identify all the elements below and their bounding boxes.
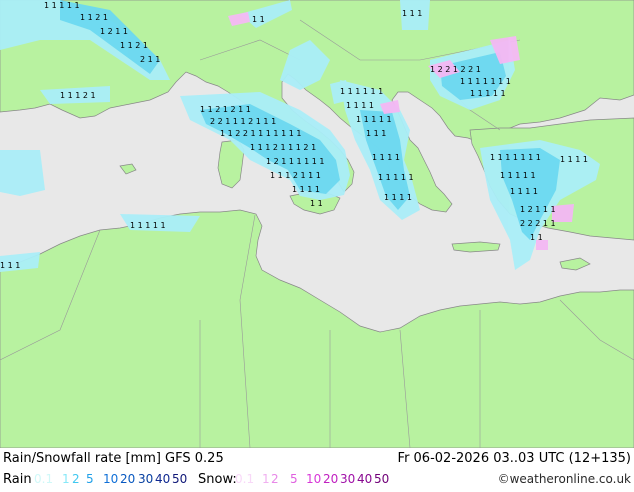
rain-legend-value: 30	[138, 472, 154, 486]
map-title: Rain/Snowfall rate [mm] GFS 0.25	[3, 451, 224, 466]
svg-text:1 1 1 1: 1 1 1 1	[510, 187, 538, 196]
svg-text:1 2 2 1 2 2 1: 1 2 2 1 2 2 1	[430, 65, 481, 74]
svg-text:1 1: 1 1	[530, 233, 543, 242]
svg-text:1 1 1 1: 1 1 1 1	[560, 155, 588, 164]
snow-legend-value: 20	[323, 472, 339, 486]
snow-legend-value: 0.1	[235, 472, 255, 486]
snow-legend-value: 5	[290, 472, 298, 486]
svg-text:1 2 1 1 1 1 1 1: 1 2 1 1 1 1 1 1	[266, 157, 325, 166]
snow-legend-value: 1	[262, 472, 270, 486]
rain-legend-value: 0.1	[34, 472, 54, 486]
svg-text:1 2 1 1: 1 2 1 1	[100, 27, 128, 36]
legend: Rain 0.1 1 2 5 10 20 30 40 50 Snow: 0.1 1 2 5 10 20 30…	[0, 472, 634, 492]
svg-text:1 1 1 2 1: 1 1 1 2 1	[60, 91, 96, 100]
svg-text:1 1 1 2 1 1 1: 1 1 1 2 1 1 1	[270, 171, 321, 180]
svg-text:1 1 1 1: 1 1 1 1	[384, 193, 412, 202]
svg-text:1 1 1 1: 1 1 1 1	[292, 185, 320, 194]
precipitation-map: 1 1 1 1 1 1 1 2 1 1 2 1 1 1 1 2 1 2 1 1 …	[0, 0, 634, 448]
rain-legend-value: 50	[172, 472, 188, 486]
svg-text:1 1 2 1: 1 1 2 1	[80, 13, 108, 22]
svg-text:1 1 1 1 1: 1 1 1 1 1	[130, 221, 166, 230]
svg-text:1 1 1 1 1: 1 1 1 1 1	[356, 115, 392, 124]
svg-text:1 1 2 2 1 1 1 1 1 1 1: 1 1 2 2 1 1 1 1 1 1 1	[220, 129, 301, 138]
forecast-datetime: Fr 06-02-2026 03..03 UTC (12+135)	[397, 451, 631, 466]
land-cyprus	[559, 257, 591, 271]
svg-text:1 1 1 1 1: 1 1 1 1 1	[470, 89, 506, 98]
rain-legend-value: 40	[155, 472, 171, 486]
rain-marks: 1 1 1 1 1 1 1 2 1 1 2 1 1 1 1 2 1 2 1 1 …	[0, 1, 588, 270]
svg-text:1 1 1 2 1 1 1 2 1: 1 1 1 2 1 1 1 2 1	[250, 143, 316, 152]
svg-text:1 1 1 1: 1 1 1 1	[346, 101, 374, 110]
svg-text:2 1 1: 2 1 1	[140, 55, 160, 64]
svg-text:1 1 2 1: 1 1 2 1	[120, 41, 148, 50]
svg-text:1 1 1: 1 1 1	[402, 9, 422, 18]
snow-legend-label: Snow:	[198, 472, 237, 487]
map-footer: Rain/Snowfall rate [mm] GFS 0.25 Fr 06-0…	[0, 448, 634, 490]
rain-legend-value: 1	[62, 472, 70, 486]
rain-legend-value: 10	[103, 472, 119, 486]
svg-text:1 1 2 1 2 1 1: 1 1 2 1 2 1 1	[200, 105, 251, 114]
svg-text:1 2 1 1 1: 1 2 1 1 1	[520, 205, 556, 214]
rain-medium	[60, 0, 560, 240]
svg-text:1 1 1: 1 1 1	[0, 261, 20, 270]
rain-legend-value: 20	[120, 472, 136, 486]
rain-legend-value: 5	[86, 472, 94, 486]
svg-text:1 1 1 1 1 1 1: 1 1 1 1 1 1 1	[490, 153, 541, 162]
svg-text:1 1: 1 1	[252, 15, 265, 24]
rain-legend-label: Rain	[3, 472, 32, 487]
svg-text:2 2 1 1 1 2 1 1 1: 2 2 1 1 1 2 1 1 1	[210, 117, 276, 126]
snow-legend-value: 30	[340, 472, 356, 486]
land-crete	[451, 241, 501, 253]
svg-text:1 1 1: 1 1 1	[366, 129, 386, 138]
svg-text:1 1 1 1 1: 1 1 1 1 1	[44, 1, 80, 10]
svg-text:1 1 1 1 1: 1 1 1 1 1	[500, 171, 536, 180]
credit-link[interactable]: ©weatheronline.co.uk	[497, 472, 631, 486]
rain-legend-value: 2	[72, 472, 80, 486]
svg-text:1 1: 1 1	[310, 199, 323, 208]
snow-light	[228, 12, 574, 250]
svg-text:1 1 1 1 1 1: 1 1 1 1 1 1	[340, 87, 383, 96]
snow-legend-value: 40	[357, 472, 373, 486]
svg-text:1 1 1 1 1 1 1: 1 1 1 1 1 1 1	[460, 77, 511, 86]
svg-text:1 1 1 1 1: 1 1 1 1 1	[378, 173, 414, 182]
svg-text:1 1 1 1: 1 1 1 1	[372, 153, 400, 162]
snow-legend-value: 10	[306, 472, 322, 486]
snow-legend-value: 2	[271, 472, 279, 486]
land-balearic	[119, 163, 137, 175]
snow-legend-value: 50	[374, 472, 390, 486]
svg-text:2 2 2 1 1: 2 2 2 1 1	[520, 219, 556, 228]
